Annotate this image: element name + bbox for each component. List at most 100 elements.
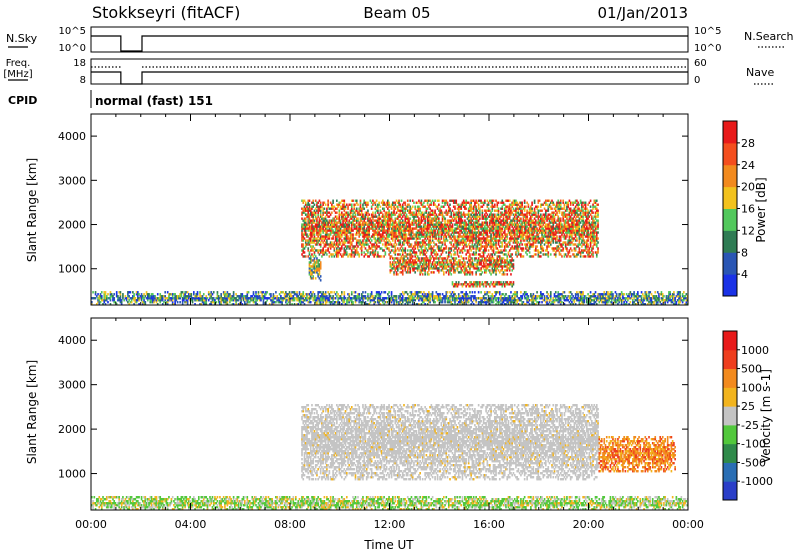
heatmap-cell [406,219,409,222]
heatmap-cell [470,265,472,268]
heatmap-cell [500,251,502,254]
heatmap-cell [429,211,431,214]
heatmap-cell [252,291,255,294]
heatmap-cell [502,297,505,300]
heatmap-cell [369,219,372,222]
heatmap-cell [166,299,169,302]
heatmap-cell [415,213,418,216]
heatmap-cell [440,249,443,252]
heatmap-cell [414,293,417,296]
heatmap-cell [479,239,481,242]
heatmap-cell [347,237,349,240]
heatmap-cell [425,247,428,250]
heatmap-cell [199,295,201,298]
heatmap-cell [328,251,331,254]
heatmap-cell [433,245,435,248]
heatmap-cell [220,303,222,305]
heatmap-cell [482,261,485,264]
heatmap-cell [312,233,315,236]
heatmap-cell [309,297,312,300]
heatmap-cell [507,223,510,226]
heatmap-cell [311,233,313,236]
heatmap-cell [210,293,213,296]
heatmap-cell [97,301,99,304]
heatmap-cell [454,237,456,240]
heatmap-cell [452,263,455,266]
heatmap-cell [452,265,455,268]
heatmap-cell [501,251,504,254]
heatmap-cell [382,207,384,210]
heatmap-cell [490,233,492,236]
heatmap-cell [200,297,203,300]
heatmap-cell [374,239,377,242]
heatmap-cell [303,299,306,302]
heatmap-cell [296,299,298,302]
heatmap-cell [246,293,249,296]
heatmap-cell [502,253,505,256]
heatmap-cell [452,293,455,296]
heatmap-cell [353,253,356,256]
heatmap-cell [456,231,459,234]
heatmap-cell [227,293,230,296]
heatmap-cell [475,217,477,220]
heatmap-cell [243,295,246,298]
heatmap-cell [364,201,367,204]
heatmap-cell [358,207,361,210]
heatmap-cell [367,229,369,232]
heatmap-cell [461,285,464,288]
heatmap-cell [416,243,419,246]
heatmap-cell [257,295,260,298]
heatmap-cell [302,225,305,228]
nsky-trace [91,35,688,52]
heatmap-cell [446,261,449,264]
heatmap-cell [405,221,408,224]
heatmap-cell [465,299,468,302]
heatmap-cell [474,267,476,270]
heatmap-cell [309,249,312,252]
heatmap-cell [460,267,463,270]
heatmap-cell [469,203,471,206]
heatmap-cell [343,243,346,246]
heatmap-cell [281,297,283,300]
heatmap-cell [492,281,495,284]
heatmap-cell [323,211,326,214]
heatmap-cell [482,239,485,242]
heatmap-cell [440,237,443,240]
heatmap-cell [388,235,390,238]
heatmap-cell [469,253,471,256]
heatmap-cell [447,265,450,268]
heatmap-cell [408,245,410,248]
heatmap-cell [354,223,357,226]
heatmap-cell [316,249,318,252]
heatmap-cell [498,283,501,286]
heatmap-cell [507,217,510,220]
heatmap-cell [390,297,393,300]
heatmap-cell [418,257,420,260]
heatmap-cell [398,223,400,226]
heatmap-cell [321,227,323,230]
heatmap-cell [411,261,414,264]
heatmap-cell [495,235,497,238]
heatmap-cell [493,215,496,218]
heatmap-cell [460,239,463,242]
heatmap-cell [215,297,218,300]
heatmap-cell [493,219,496,222]
heatmap-cell [447,211,450,214]
heatmap-cell [229,301,231,304]
heatmap-cell [342,299,344,302]
heatmap-cell [390,243,393,246]
heatmap-cell [433,299,435,302]
heatmap-cell [462,267,465,270]
heatmap-cell [457,265,460,268]
heatmap-cell [383,249,385,252]
heatmap-cell [159,299,162,302]
heatmap-cell [469,235,471,238]
heatmap-cell [482,285,485,288]
heatmap-cell [185,291,188,294]
heatmap-cell [436,253,439,256]
heatmap-cell [357,239,359,242]
heatmap-cell [313,227,316,230]
heatmap-cell [462,271,465,274]
heatmap-cell [497,217,500,220]
heatmap-cell [352,237,354,240]
